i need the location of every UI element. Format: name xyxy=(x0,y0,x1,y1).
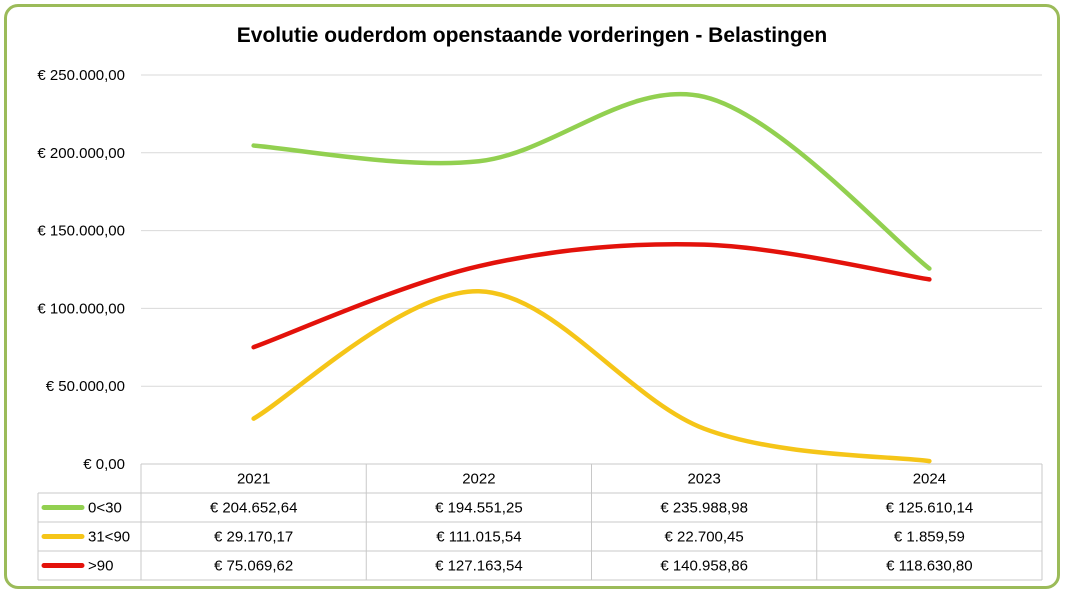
data-label: € 75.069,62 xyxy=(214,558,293,575)
data-label: € 235.988,98 xyxy=(660,500,748,517)
x-tick-label: 2023 xyxy=(687,471,720,488)
chart-title: Evolutie ouderdom openstaande vorderinge… xyxy=(237,24,827,47)
series-lines xyxy=(251,91,932,464)
data-label: € 118.630,80 xyxy=(886,558,972,575)
y-tick-label: € 100.000,00 xyxy=(37,300,125,317)
y-tick-label: € 200.000,00 xyxy=(37,145,125,162)
data-table: 2021 2022 2023 2024 0<30 € 204.652,64 € 194.55… xyxy=(37,463,1043,581)
data-label: € 111.015,54 xyxy=(436,529,521,546)
y-tick-label: € 150.000,00 xyxy=(37,223,125,240)
x-tick-label: 2024 xyxy=(913,471,946,488)
data-label: € 194.551,25 xyxy=(435,500,523,517)
y-axis-ticks: € 0,00 € 50.000,00 € 100.000,00 € 150.000,0… xyxy=(37,67,125,473)
data-label: € 29.170,17 xyxy=(214,529,293,546)
y-tick-label: € 50.000,00 xyxy=(46,378,125,395)
data-label: € 127.163,54 xyxy=(435,558,523,575)
legend-label: >90 xyxy=(88,558,113,575)
y-tick-label: € 0,00 xyxy=(83,456,125,473)
data-label: € 125.610,14 xyxy=(886,500,974,517)
data-label: € 140.958,86 xyxy=(660,558,748,575)
data-label: € 1.859,59 xyxy=(894,529,965,546)
legend-label: 31<90 xyxy=(88,529,130,546)
gridlines xyxy=(141,74,1042,387)
x-tick-label: 2022 xyxy=(462,471,495,488)
y-tick-label: € 250.000,00 xyxy=(37,67,125,84)
series-line-0<30 xyxy=(251,91,932,271)
data-label: € 22.700,45 xyxy=(665,529,744,546)
series-line-31<90 xyxy=(251,289,932,464)
x-tick-label: 2021 xyxy=(237,471,270,488)
data-label: € 204.652,64 xyxy=(210,500,298,517)
series-line->90 xyxy=(251,242,932,350)
legend-label: 0<30 xyxy=(88,500,122,517)
chart-frame xyxy=(4,4,1060,589)
